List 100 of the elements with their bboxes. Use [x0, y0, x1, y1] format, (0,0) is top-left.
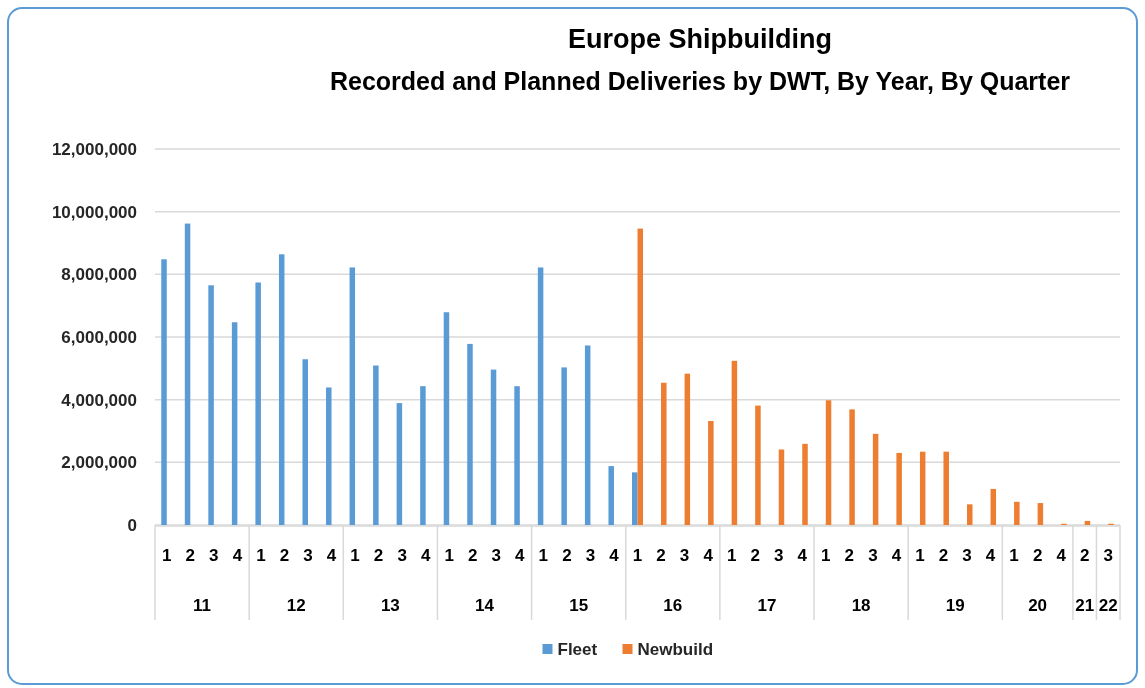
bar — [684, 373, 691, 525]
bar — [849, 409, 855, 525]
x-tick-label: 2 — [1079, 545, 1090, 565]
x-tick-label: 2 — [1032, 545, 1043, 565]
bar — [967, 504, 973, 525]
text: 18 — [851, 595, 871, 615]
x-tick-label: 3 — [303, 545, 313, 565]
x-tick-label: 2 — [562, 545, 572, 565]
x-tick-label: 3 — [773, 545, 784, 565]
x-tick-label: 3 — [1103, 545, 1113, 565]
x-tick-label: 3 — [679, 545, 690, 565]
bar — [420, 386, 426, 525]
y-tick-label: 2,000,000 — [61, 453, 137, 473]
y-tick-label: 8,000,000 — [61, 265, 137, 285]
bar — [1037, 503, 1044, 525]
text: 11 — [193, 595, 212, 615]
bar — [349, 267, 356, 525]
bar — [608, 466, 614, 525]
x-tick-label: 2 — [750, 545, 760, 565]
text: 12 — [286, 595, 306, 615]
x-tick-label: 4 — [985, 545, 996, 565]
bar — [708, 420, 714, 525]
text: 19 — [945, 595, 965, 615]
x-tick-label: 2 — [468, 545, 478, 565]
x-tick-label: 1 — [915, 545, 925, 565]
x-tick-label: 4 — [797, 545, 808, 565]
chart-subtitle: Recorded and Planned Deliveries by DWT, By Year, By Quarter — [329, 67, 1071, 95]
bar — [1014, 501, 1020, 525]
text: 17 — [757, 595, 777, 615]
bar — [231, 322, 238, 525]
x-tick-label: 4 — [1056, 545, 1067, 565]
bar — [302, 359, 308, 525]
bar — [872, 433, 879, 525]
x-tick-label: 3 — [397, 545, 407, 565]
bar — [802, 443, 808, 525]
bar — [467, 343, 473, 525]
x-tick-label: 1 — [821, 545, 831, 565]
text: 13 — [380, 595, 400, 615]
bar — [990, 488, 997, 525]
bar — [919, 451, 926, 525]
bar — [943, 451, 949, 525]
x-tick-label: 4 — [326, 545, 337, 565]
x-tick-label: 1 — [256, 545, 266, 565]
y-tick-label: 6,000,000 — [61, 327, 137, 347]
bar — [161, 259, 167, 525]
bar — [825, 400, 832, 525]
x-tick-label: 1 — [538, 545, 549, 565]
x-tick-label: 2 — [279, 545, 290, 565]
bar — [208, 285, 214, 525]
bar — [184, 223, 191, 525]
x-tick-label: 4 — [232, 545, 243, 565]
bar — [373, 365, 379, 525]
bar — [490, 369, 497, 525]
y-tick-label: 12,000,000 — [51, 139, 137, 159]
bar — [561, 367, 567, 525]
bar — [632, 472, 638, 525]
text: 20 — [1028, 595, 1048, 615]
bar — [584, 345, 591, 525]
bar — [896, 452, 902, 525]
legend-label: Fleet — [557, 640, 598, 659]
text: 14 — [475, 595, 495, 615]
x-tick-label: 1 — [444, 545, 454, 565]
text: 15 — [569, 595, 589, 615]
x-tick-label: 1 — [726, 545, 737, 565]
x-tick-label: 1 — [350, 545, 360, 565]
bar — [326, 387, 332, 525]
x-tick-label: 2 — [185, 545, 196, 565]
x-tick-label: 4 — [515, 545, 526, 565]
text: 21 — [1075, 595, 1095, 615]
bar — [755, 405, 761, 525]
x-tick-label: 3 — [868, 545, 878, 565]
bar — [661, 382, 667, 525]
x-tick-label: 2 — [938, 545, 949, 565]
x-tick-label: 2 — [844, 545, 855, 565]
x-tick-label: 4 — [891, 545, 902, 565]
x-tick-label: 1 — [162, 545, 172, 565]
x-tick-label: 4 — [420, 545, 431, 565]
bar — [396, 403, 403, 525]
bar — [255, 282, 261, 525]
x-tick-label: 3 — [491, 545, 502, 565]
x-tick-label: 2 — [373, 545, 384, 565]
legend-label: Newbuild — [637, 640, 714, 659]
x-tick-label: 4 — [703, 545, 714, 565]
bar — [1084, 520, 1091, 525]
y-tick-label: 10,000,000 — [51, 202, 137, 222]
x-tick-label: 2 — [656, 545, 666, 565]
y-tick-label: 0 — [127, 515, 137, 535]
x-tick-label: 3 — [209, 545, 219, 565]
bar — [443, 312, 450, 525]
bar — [537, 267, 544, 525]
text: 16 — [663, 595, 683, 615]
x-tick-label: 1 — [632, 545, 643, 565]
x-tick-label: 3 — [585, 545, 596, 565]
x-tick-label: 1 — [1009, 545, 1019, 565]
bar — [637, 228, 643, 525]
bar — [278, 254, 285, 525]
bar — [731, 360, 738, 525]
bar — [514, 386, 520, 525]
bar — [778, 449, 785, 525]
text: 22 — [1098, 595, 1118, 615]
